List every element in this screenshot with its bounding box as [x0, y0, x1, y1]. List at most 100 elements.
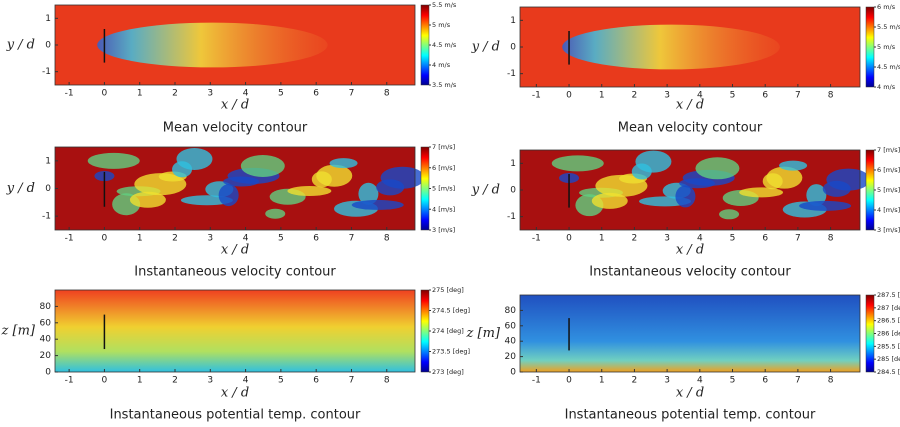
colorbar — [865, 149, 875, 231]
colorbar — [420, 289, 430, 373]
y-tick-label: 40 — [40, 335, 52, 345]
x-tick-label: -1 — [65, 234, 74, 244]
eddy — [719, 209, 740, 220]
caption: Instantaneous velocity contour — [589, 265, 791, 280]
x-tick-label: 8 — [384, 234, 390, 244]
x-tick-label: 0 — [102, 234, 108, 244]
colorbar-label: 3.5 m/s — [432, 81, 457, 89]
x-tick-label: 6 — [313, 234, 319, 244]
x-tick-label: 1 — [137, 89, 143, 99]
eddy — [129, 191, 166, 208]
x-tick-label: 4 — [243, 234, 249, 244]
colorbar-label: 4.5 m/s — [877, 63, 900, 71]
colorbar-label: 7 [m/s] — [877, 146, 900, 154]
x-tick-label: 4 — [697, 376, 703, 386]
eddy — [265, 208, 286, 219]
x-tick-label: 8 — [384, 89, 390, 99]
x-tick-label: -1 — [532, 91, 541, 101]
colorbar-label: 4.5 m/s — [432, 41, 457, 49]
x-tick-label: 7 — [349, 89, 355, 99]
eddy — [351, 199, 404, 210]
eddy — [591, 192, 628, 209]
colorbar-label: 5 m/s — [877, 43, 896, 51]
colorbar-label: 4 m/s — [877, 83, 896, 91]
x-tick-label: 5 — [278, 89, 284, 99]
x-tick-label: -1 — [532, 234, 541, 244]
colorbar-label: 5.5 m/s — [432, 1, 457, 9]
x-tick-label: 0 — [102, 89, 108, 99]
x-tick-label: 4 — [243, 89, 249, 99]
x-tick-label: 3 — [664, 376, 670, 386]
y-tick-label: 0 — [45, 41, 51, 51]
x-tick-label: 7 — [349, 376, 355, 386]
x-tick-label: 7 — [795, 376, 801, 386]
colorbar — [420, 4, 430, 86]
y-axis-label: y / d — [471, 40, 500, 55]
colorbar-label: 273 [deg] — [432, 368, 464, 376]
eddy — [695, 157, 740, 180]
eddy — [223, 176, 260, 187]
y-axis-label: z [m] — [1, 324, 36, 339]
x-tick-label: 1 — [137, 234, 143, 244]
y-tick-label: 1 — [45, 14, 51, 24]
eddy — [551, 155, 604, 172]
x-tick-label: 6 — [762, 234, 768, 244]
eddy — [240, 154, 285, 177]
y-tick-label: 1 — [510, 16, 516, 26]
y-tick-label: -1 — [42, 212, 51, 222]
y-tick-label: 80 — [505, 306, 517, 316]
eddy — [172, 161, 193, 178]
eddy — [675, 185, 696, 208]
y-tick-label: -1 — [42, 67, 51, 77]
x-tick-label: 0 — [566, 234, 572, 244]
y-tick-label: 1 — [45, 156, 51, 166]
y-tick-label: 0 — [510, 368, 516, 378]
x-tick-label: 3 — [664, 234, 670, 244]
eddy — [822, 180, 851, 197]
x-tick-label: 4 — [697, 91, 703, 101]
colorbar-label: 5 [m/s] — [877, 186, 900, 194]
y-tick-label: 0 — [510, 186, 516, 196]
colorbar-label: 3 [m/s] — [432, 226, 455, 234]
plot-frame — [54, 289, 416, 373]
colorbar — [420, 146, 430, 231]
x-tick-label: 7 — [795, 234, 801, 244]
caption: Instantaneous velocity contour — [134, 265, 336, 280]
x-tick-label: 0 — [566, 376, 572, 386]
caption: Instantaneous potential temp. contour — [110, 408, 361, 423]
colorbar-label: 4 [m/s] — [877, 206, 900, 214]
y-tick-label: -1 — [507, 212, 516, 222]
colorbar-label: 6 [m/s] — [877, 166, 900, 174]
x-tick-label: 8 — [828, 91, 834, 101]
x-tick-label: 0 — [102, 376, 108, 386]
y-tick-label: 80 — [40, 302, 52, 312]
eddy — [311, 171, 332, 188]
x-tick-label: 6 — [313, 376, 319, 386]
x-tick-label: 7 — [795, 91, 801, 101]
x-tick-label: 7 — [349, 234, 355, 244]
x-tick-label: -1 — [65, 376, 74, 386]
colorbar-label: 3 [m/s] — [877, 226, 900, 234]
x-tick-label: 2 — [172, 234, 178, 244]
colorbar-label: 285.5 [deg] — [877, 342, 900, 350]
y-tick-label: 40 — [505, 337, 517, 347]
colorbar-label: 4 [m/s] — [432, 205, 455, 213]
y-tick-label: 60 — [505, 321, 517, 331]
y-tick-label: 20 — [505, 352, 517, 362]
colorbar-label: 5 [m/s] — [432, 185, 455, 193]
x-tick-label: 3 — [207, 234, 213, 244]
x-tick-label: 8 — [828, 376, 834, 386]
colorbar-label: 273.5 [deg] — [432, 348, 470, 356]
colorbar-label: 7 [m/s] — [432, 143, 455, 151]
contour-field — [520, 295, 860, 372]
x-tick-label: 5 — [730, 234, 736, 244]
eddy — [376, 179, 405, 196]
colorbar-label: 4 m/s — [432, 61, 451, 69]
colorbar-label: 5.5 m/s — [877, 23, 900, 31]
colorbar-label: 274 [deg] — [432, 327, 464, 335]
x-tick-label: 6 — [762, 376, 768, 386]
eddy — [799, 200, 852, 211]
y-tick-label: 60 — [40, 318, 52, 328]
y-tick-label: 20 — [40, 351, 52, 361]
